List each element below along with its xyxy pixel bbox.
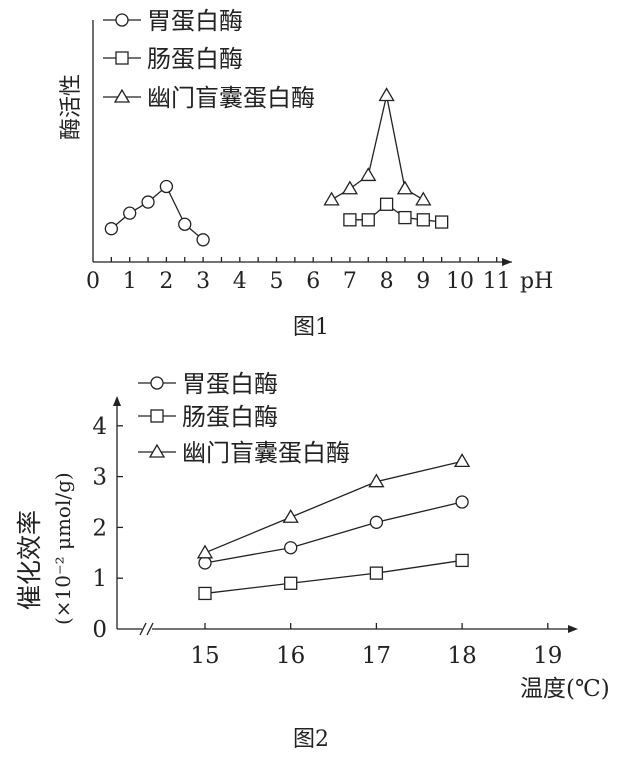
legend-label: 胃蛋白酶	[182, 370, 278, 398]
data-point-triangle	[368, 473, 385, 488]
data-point-square	[416, 213, 430, 227]
x-axis-label: 温度(℃)	[520, 676, 610, 702]
data-point-square	[198, 586, 212, 601]
data-point-circle	[196, 233, 210, 247]
x-tick-label: 7	[343, 269, 357, 294]
data-point-circle	[141, 195, 155, 209]
data-point-circle	[159, 179, 174, 194]
legend-label: 幽门盲囊蛋白酶	[182, 439, 350, 467]
legend-triangle-icon	[113, 88, 131, 103]
data-point-triangle	[196, 544, 214, 559]
data-point-square	[379, 197, 394, 211]
x-tick-label: 5	[270, 269, 284, 294]
legend-label: 肠蛋白酶	[182, 403, 278, 431]
x-axis-arrow	[568, 625, 578, 633]
chart-temperature-efficiency: 15 16 17 18 19 0 1 2 3 4 温度(℃) 催化效率 (×10⁻² μmol/g) 胃蛋…	[15, 370, 610, 702]
legend-triangle-icon	[148, 443, 166, 458]
x-tick-label: 16	[276, 643, 305, 669]
y-axis-arrow	[113, 396, 121, 406]
legend-circle-icon	[150, 376, 164, 390]
series-line-circle	[204, 501, 463, 564]
data-point-square	[434, 215, 449, 229]
x-tick-label: 17	[362, 643, 391, 669]
x-axis-label: pH	[520, 269, 553, 294]
chart2-caption: 图2	[293, 727, 329, 752]
x-tick-label: 8	[380, 269, 394, 294]
axis-break-mark	[139, 622, 147, 636]
x-tick-label: 15	[190, 643, 219, 669]
data-point-square	[361, 213, 375, 227]
y-tick-label: 2	[92, 515, 107, 541]
y-axis-label: 催化效率	[15, 510, 44, 610]
series-line-triangle	[331, 95, 424, 201]
x-tick-label: 11	[483, 269, 511, 294]
x-axis-arrow	[502, 258, 512, 266]
legend-square-icon	[115, 51, 129, 65]
x-tick-label: 1	[123, 269, 137, 294]
data-point-circle	[198, 556, 212, 570]
legend-label: 胃蛋白酶	[147, 7, 243, 35]
x-tick-label: 9	[416, 269, 430, 294]
x-tick-label: 19	[533, 643, 562, 669]
data-point-circle	[123, 206, 137, 220]
x-tick-label: 6	[306, 269, 320, 294]
y-tick-label: 3	[92, 465, 107, 491]
chart1-caption: 图1	[293, 315, 329, 340]
data-point-square	[369, 566, 384, 580]
axis-break-mark	[146, 622, 154, 636]
x-tick-label: 18	[447, 643, 476, 669]
data-point-circle	[284, 541, 298, 555]
x-tick-label: 10	[446, 269, 474, 294]
data-point-triangle	[453, 453, 471, 468]
data-point-triangle	[282, 508, 299, 523]
x-tick-label: 3	[196, 269, 210, 294]
y-tick-label: 0	[92, 617, 107, 643]
data-point-square	[284, 576, 298, 590]
legend-label: 幽门盲囊蛋白酶	[147, 84, 315, 112]
y-tick-label: 1	[92, 566, 107, 592]
data-point-triangle	[341, 180, 359, 195]
data-point-triangle	[360, 167, 377, 182]
data-point-triangle	[415, 191, 432, 206]
data-point-circle	[178, 217, 192, 231]
series-line-square	[204, 559, 463, 595]
data-point-triangle	[396, 180, 414, 195]
y-axis-label: 酶活性	[59, 74, 84, 140]
y-axis-unit: (×10⁻² μmol/g)	[51, 472, 75, 625]
y-tick-label: 4	[92, 414, 107, 440]
data-point-square	[455, 553, 469, 568]
x-tick-label: 2	[159, 269, 173, 294]
data-point-triangle	[378, 87, 395, 102]
data-point-circle	[104, 222, 118, 236]
legend-circle-icon	[115, 13, 129, 27]
x-tick-label: 4	[233, 269, 247, 294]
x-tick-label: 0	[86, 269, 100, 294]
series-line-triangle	[204, 460, 463, 554]
legend-square-icon	[150, 409, 164, 423]
data-point-circle	[369, 515, 384, 529]
legend-label: 肠蛋白酶	[147, 45, 243, 73]
data-point-square	[398, 210, 412, 225]
data-point-circle	[455, 495, 469, 509]
data-point-triangle	[323, 191, 340, 206]
data-point-square	[343, 213, 357, 227]
